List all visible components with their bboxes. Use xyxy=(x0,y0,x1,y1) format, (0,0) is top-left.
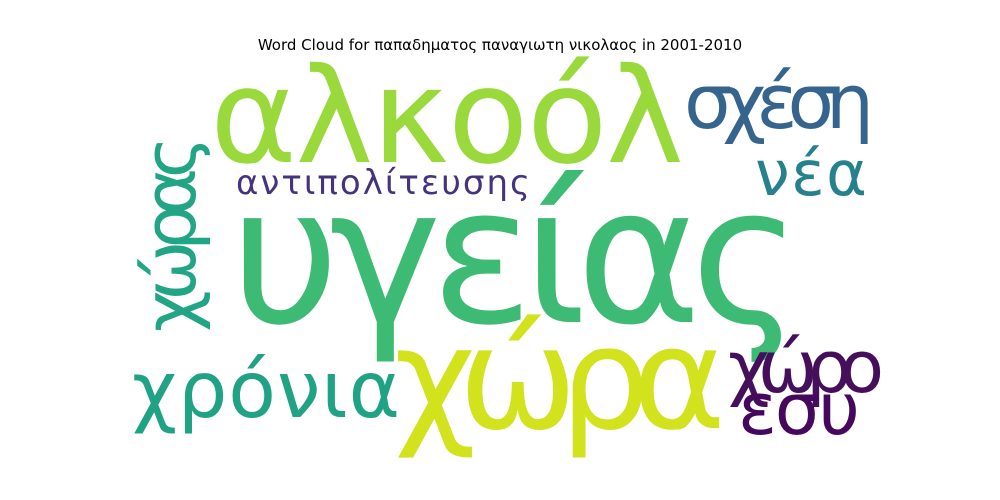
word-2: αλκοόλ xyxy=(210,40,684,194)
word-5: νέα xyxy=(755,137,867,210)
word-4: σχέση xyxy=(684,57,874,146)
word-9: χώρο xyxy=(728,325,884,409)
word-8: χρόνια xyxy=(132,346,400,436)
word-7: χώρας xyxy=(128,136,212,332)
word-10: εσυ xyxy=(738,367,860,451)
word-1: υγείας xyxy=(230,146,802,367)
word-3: χώρα xyxy=(394,297,726,462)
chart-title: Word Cloud for παπαδηματος παναγιωτη νικ… xyxy=(257,36,743,54)
